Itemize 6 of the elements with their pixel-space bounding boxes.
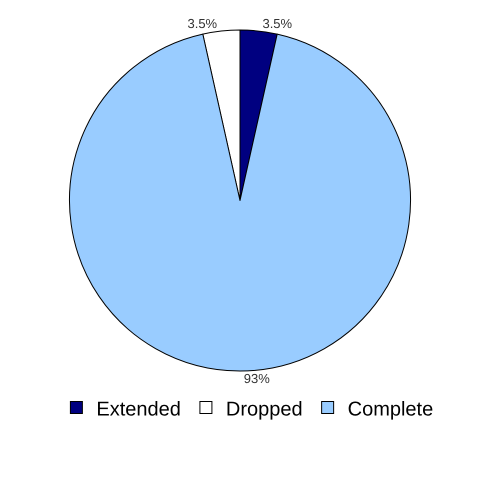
legend-label: Extended	[96, 398, 181, 420]
legend-label: Complete	[348, 398, 434, 420]
legend-label: Dropped	[226, 398, 303, 420]
data-label: 3.5%	[187, 16, 218, 32]
data-label: 93%	[244, 371, 270, 386]
data-label: 3.5%	[262, 16, 293, 32]
